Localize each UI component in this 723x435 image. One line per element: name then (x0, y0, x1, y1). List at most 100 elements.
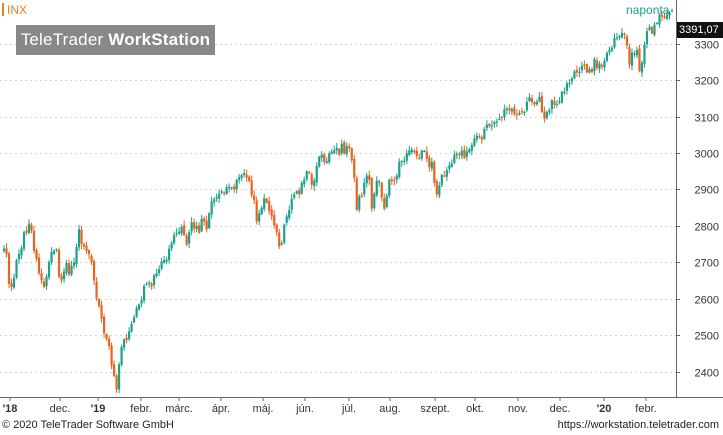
candle-up (505, 108, 508, 110)
candle-down (92, 261, 96, 281)
candle-up (318, 156, 321, 167)
candle-up (510, 109, 513, 112)
candle-down (583, 64, 586, 66)
candle-up (420, 150, 423, 159)
candle-up (127, 331, 131, 339)
candle-up (225, 187, 228, 194)
candle-down (488, 123, 491, 127)
candle-down (478, 136, 481, 138)
candle-down (298, 189, 301, 195)
candle-up (365, 175, 368, 184)
candle-down (90, 255, 93, 263)
candle-up (620, 32, 624, 38)
candle-down (193, 222, 196, 229)
candle-down (540, 96, 544, 112)
frequency-label[interactable]: naponta (626, 3, 670, 17)
candle-down (508, 108, 511, 111)
candle-up (305, 171, 308, 180)
candle-down (205, 220, 208, 230)
candle-down (97, 298, 101, 306)
year-tick-label: '18 (3, 403, 18, 415)
candle-up (565, 83, 569, 91)
candle-up (138, 304, 141, 310)
date-axis-line (0, 397, 723, 398)
candle-up (468, 149, 471, 153)
candle-up (263, 198, 266, 209)
candle-down (435, 180, 438, 195)
year-tick-label: '19 (91, 403, 106, 415)
candle-up (163, 260, 166, 263)
candle-down (25, 230, 28, 233)
price-tick-label: 2500 (695, 331, 719, 343)
candle-up (538, 96, 541, 102)
candle-down (383, 198, 386, 209)
candle-up (578, 71, 581, 73)
candle-up (448, 165, 451, 169)
candle-up (598, 63, 601, 69)
candle-up (295, 191, 298, 194)
candle-up (2, 248, 6, 251)
candle-up (645, 31, 649, 45)
month-tick-label: aug. (379, 403, 400, 415)
chart-grid (0, 44, 676, 373)
candle-up (325, 161, 328, 164)
month-tick-label: márc. (165, 403, 193, 415)
candle-up (230, 187, 233, 189)
candle-up (455, 154, 458, 156)
candle-up (410, 149, 413, 153)
candle-up (658, 14, 661, 25)
candle-down (37, 257, 41, 274)
candle-up (283, 224, 286, 243)
candle-up (408, 150, 411, 156)
candle-down (42, 281, 46, 288)
brand-light: TeleTrader (20, 30, 109, 49)
candle-up (208, 213, 211, 229)
candle-up (345, 146, 348, 155)
candle-down (233, 186, 236, 190)
candle-up (550, 100, 554, 110)
candle-up (618, 36, 621, 38)
candle-up (158, 269, 161, 274)
price-tick-label: 2600 (695, 295, 719, 307)
candle-down (95, 281, 98, 299)
candle-up (398, 161, 401, 178)
candle-up (320, 154, 323, 158)
candle-up (438, 185, 441, 196)
candle-up (160, 261, 163, 269)
candle-down (308, 172, 311, 174)
year-tick-label: '20 (597, 403, 612, 415)
candle-up (178, 231, 181, 234)
ticker-label[interactable]: INX (2, 3, 27, 17)
candle-up (22, 232, 26, 249)
candle-up (120, 347, 123, 365)
candle-up (440, 174, 443, 186)
month-tick-label: febr. (130, 403, 151, 415)
candle-down (125, 337, 128, 341)
candle-up (20, 248, 23, 256)
candle-up (190, 222, 193, 232)
footer-url-link[interactable]: https://workstation.teletrader.com (557, 419, 719, 431)
candle-down (40, 273, 43, 281)
candle-down (418, 158, 421, 160)
candle-down (112, 364, 116, 376)
candle-down (255, 200, 258, 222)
candle-down (380, 182, 383, 198)
candle-up (453, 154, 456, 163)
candle-up (648, 27, 651, 30)
candle-up (140, 300, 143, 304)
price-axis[interactable] (676, 0, 723, 397)
candle-down (415, 150, 418, 157)
candle-up (290, 198, 293, 210)
price-tick-label: 2900 (695, 185, 719, 197)
candle-up (483, 128, 486, 139)
candle-up (528, 97, 531, 101)
price-tick-label: 3000 (695, 149, 719, 161)
candle-down (185, 235, 188, 245)
candle-up (50, 252, 53, 263)
candle-down (530, 98, 533, 102)
candle-up (405, 153, 408, 161)
candle-up (145, 284, 148, 286)
candle-down (100, 305, 103, 319)
candle-up (62, 271, 66, 280)
